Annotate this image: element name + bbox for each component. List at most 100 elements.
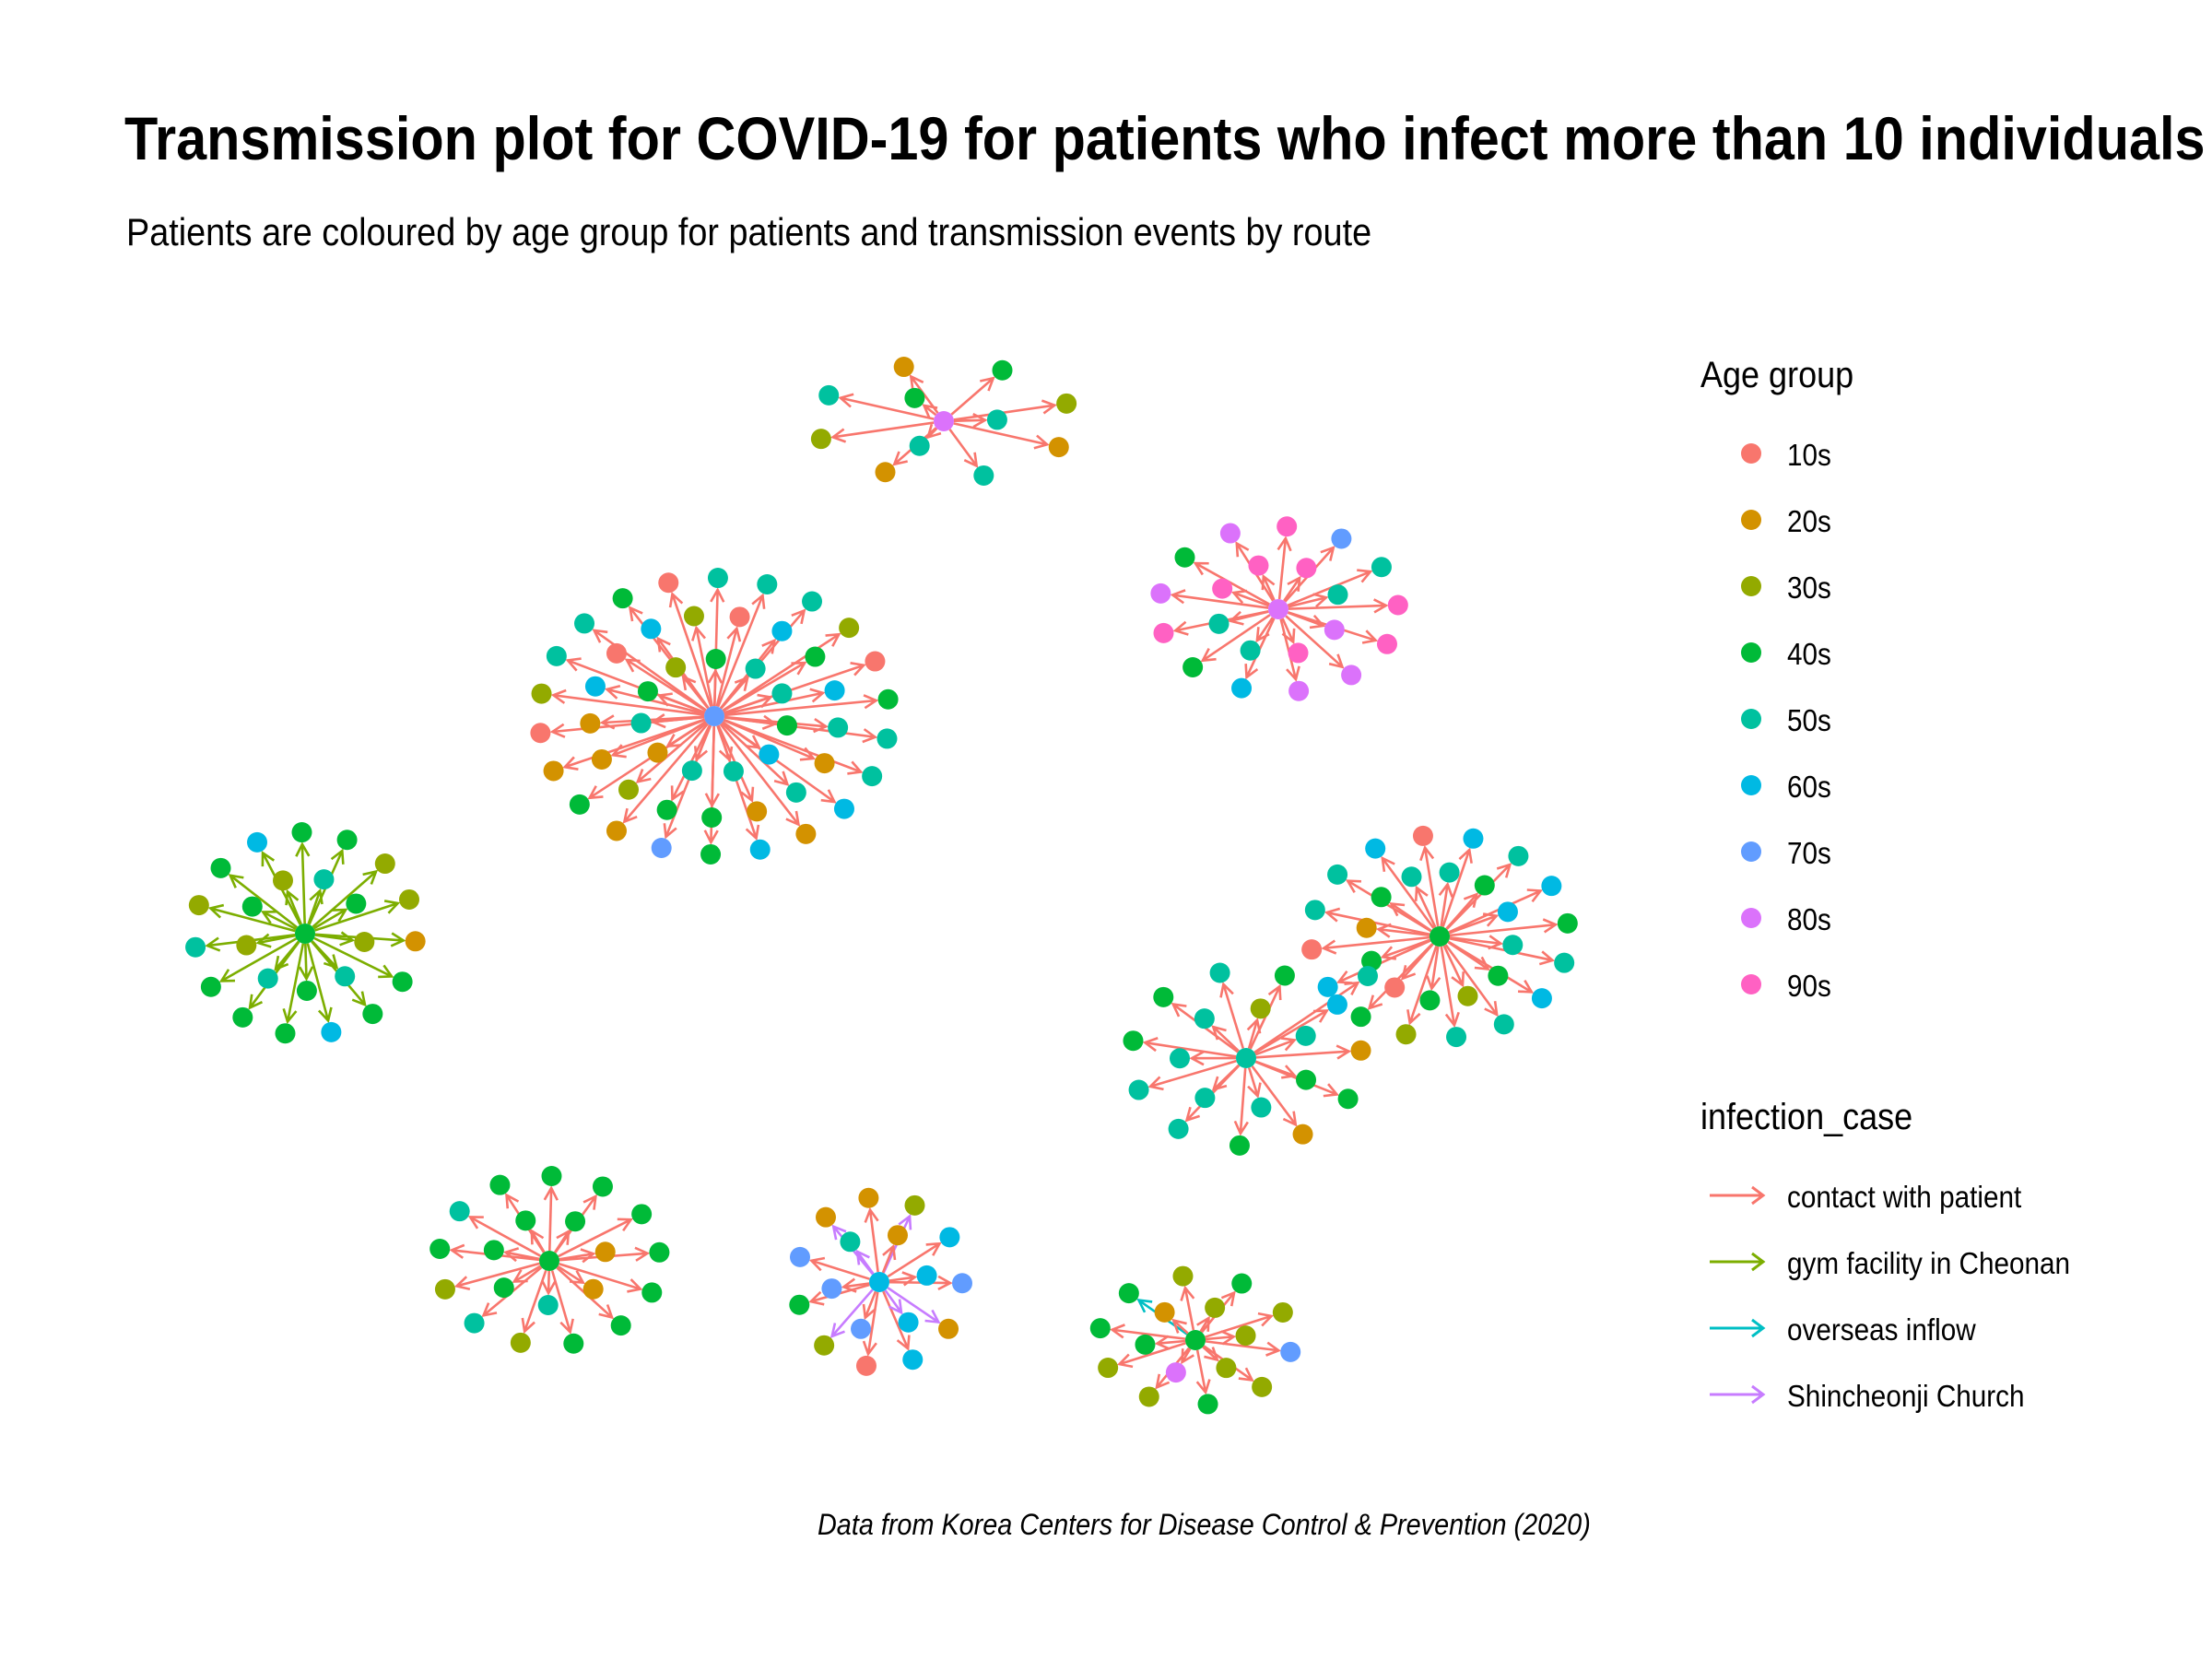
patient-node: [515, 1210, 536, 1231]
legend-item-20s: 20s: [1700, 497, 2180, 552]
legend-item-route: Shincheonji Church: [1700, 1371, 2180, 1427]
transmission-edge: [312, 869, 379, 928]
transmission-edge: [693, 724, 712, 762]
transmission-edge: [855, 1249, 875, 1275]
patient-node: [346, 893, 367, 914]
transmission-edge: [948, 429, 979, 468]
transmission-edge: [1219, 982, 1245, 1049]
patient-node: [313, 869, 335, 890]
patient-node: [1252, 1376, 1273, 1397]
transmission-edge: [881, 1243, 897, 1274]
transmission-edge: [650, 713, 705, 729]
legend-key-dot: [1741, 576, 1761, 596]
patient-node: [815, 1206, 836, 1228]
transmission-edge: [550, 688, 705, 716]
legend-item-route: overseas inflow: [1700, 1305, 2180, 1360]
patient-node: [1231, 1273, 1253, 1294]
transmission-edge: [1381, 855, 1435, 929]
patient-node: [1301, 939, 1323, 960]
patient-node: [483, 1240, 504, 1261]
transmission-edge: [884, 1289, 903, 1315]
legend-label: contact with patient: [1787, 1180, 2022, 1214]
patient-node: [1502, 935, 1524, 956]
patient-node: [887, 1225, 908, 1246]
transmission-edge: [862, 1290, 877, 1321]
legend-label: 90s: [1787, 969, 1831, 1003]
patient-node: [707, 568, 728, 589]
patient-node: [1280, 1341, 1301, 1362]
transmission-edge: [887, 1287, 941, 1324]
patient-node: [833, 798, 854, 819]
transmission-edge: [592, 629, 707, 712]
transmission-edge: [1389, 902, 1432, 932]
transmission-edge: [295, 841, 311, 924]
patient-node: [1331, 528, 1352, 549]
patient-node: [1463, 828, 1484, 849]
transmission-edge: [1196, 1315, 1210, 1333]
transmission-edge: [260, 910, 297, 931]
patient-node: [992, 359, 1013, 381]
transmission-edge: [604, 684, 705, 715]
transmission-edge: [950, 376, 995, 416]
transmission-edge: [656, 692, 706, 714]
transmission-edge: [1281, 618, 1296, 645]
patient-node: [1350, 1040, 1371, 1061]
patient-node: [1508, 845, 1529, 866]
patient-node: [1212, 578, 1233, 599]
transmission-edge: [1287, 611, 1326, 629]
legend-label: 60s: [1787, 770, 1831, 804]
patient-node: [745, 658, 766, 679]
transmission-edge: [1283, 575, 1301, 602]
patient-node: [591, 748, 612, 770]
legend-label: 70s: [1787, 836, 1831, 870]
transmission-edge: [1180, 1285, 1195, 1331]
patient-node: [637, 681, 658, 702]
transmission-edge: [1380, 938, 1431, 960]
patient-node: [1174, 547, 1195, 568]
patient-node: [241, 896, 263, 917]
patient-node: [574, 613, 595, 634]
transmission-edge: [1406, 945, 1438, 1026]
patient-node: [1341, 665, 1362, 686]
patient-node: [429, 1239, 451, 1260]
patient-node: [1118, 1283, 1139, 1304]
index-patient-node: [539, 1251, 559, 1271]
patient-node: [1395, 1024, 1417, 1045]
transmission-edge: [1324, 907, 1430, 935]
patient-node: [858, 1187, 879, 1208]
patient-node: [1327, 864, 1348, 885]
transmission-edge: [1193, 561, 1271, 606]
plot-subtitle: Patients are coloured by age group for p…: [126, 210, 1372, 253]
patient-node: [855, 1355, 877, 1376]
transmission-edge: [882, 1290, 911, 1351]
patient-node: [649, 1241, 670, 1263]
transmission-edge: [1288, 593, 1329, 608]
patient-node: [1172, 1265, 1194, 1287]
patient-node: [939, 1227, 960, 1248]
transmission-edge: [1277, 535, 1292, 600]
transmission-edge: [1109, 1324, 1186, 1340]
legend-key-dot: [1741, 775, 1761, 795]
legend-item-50s: 50s: [1700, 696, 2180, 751]
patient-node: [658, 572, 679, 594]
transmission-edge: [722, 632, 841, 712]
patient-node: [747, 801, 768, 822]
transmission-edge: [1449, 918, 1559, 937]
transmission-edge: [830, 421, 935, 443]
patient-node: [1138, 1386, 1159, 1407]
patient-node: [592, 1176, 613, 1197]
index-patient-node: [1268, 599, 1288, 619]
patient-node: [1288, 680, 1310, 701]
patient-node: [824, 680, 845, 701]
patient-node: [1488, 965, 1509, 986]
patient-node: [898, 1312, 919, 1333]
patient-node: [374, 853, 395, 875]
patient-node: [1387, 594, 1408, 616]
patient-node: [1292, 1124, 1313, 1145]
transmission-edge: [1445, 892, 1479, 930]
patient-node: [275, 1023, 296, 1044]
patient-node: [665, 657, 687, 678]
transmission-edge: [228, 874, 299, 929]
patient-node: [1376, 633, 1397, 654]
